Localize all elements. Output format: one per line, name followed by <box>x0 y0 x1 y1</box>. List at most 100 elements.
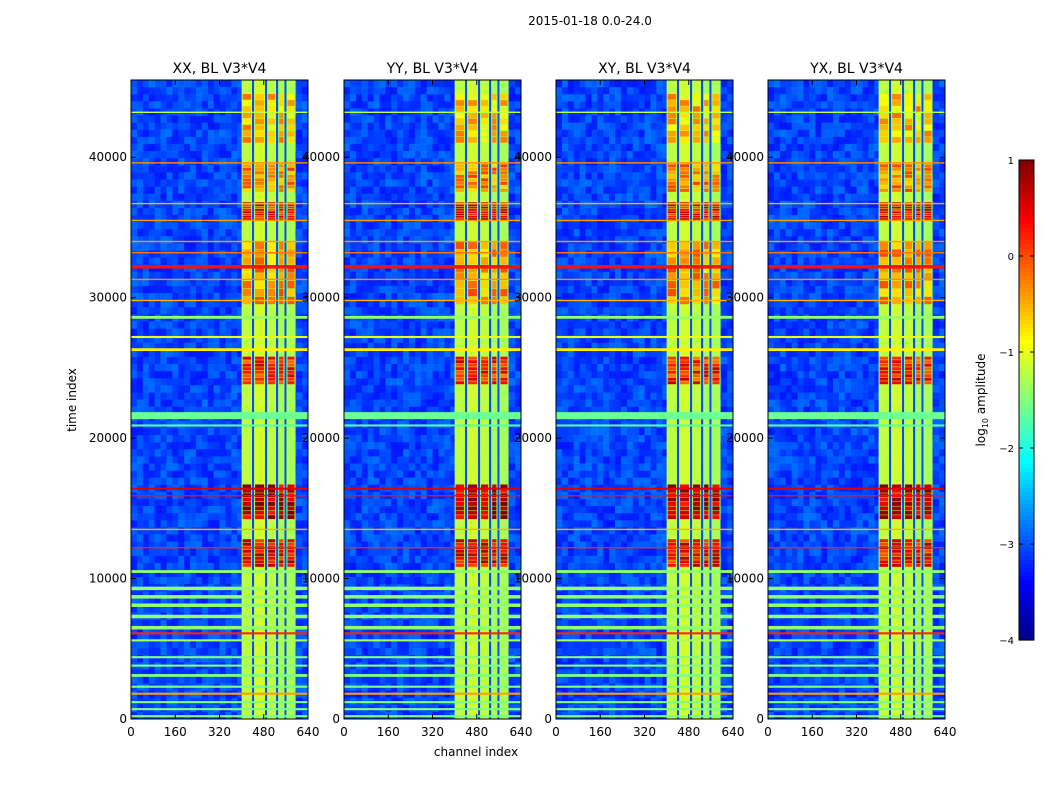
noise-cell <box>444 285 451 294</box>
hot-cell <box>255 178 265 182</box>
noise-cell <box>237 335 244 344</box>
noise-cell <box>373 477 380 486</box>
noise-cell <box>142 136 150 145</box>
noise-cell <box>201 598 209 606</box>
noise-cell <box>237 101 244 109</box>
noise-cell <box>373 293 380 301</box>
noise-cell <box>426 435 433 443</box>
noise-cell <box>225 285 232 294</box>
noise-cell <box>361 151 369 159</box>
noise-cell <box>184 186 191 195</box>
noise-cell <box>408 101 416 109</box>
noise-cell <box>154 463 161 471</box>
noise-cell <box>438 427 445 436</box>
noise-cell <box>391 179 398 187</box>
noise-cell <box>160 555 167 564</box>
noise-cell <box>397 328 404 337</box>
noise-cell <box>414 143 422 152</box>
noise-cell <box>225 676 232 684</box>
noise-cell <box>414 243 422 251</box>
hot-cell <box>279 560 284 564</box>
noise-cell <box>361 534 369 542</box>
noise-cell <box>136 541 144 550</box>
noise-cell <box>201 463 209 471</box>
noise-cell <box>207 271 215 280</box>
noise-cell <box>391 477 398 486</box>
noise-cell <box>237 250 244 258</box>
noise-cell <box>131 555 138 564</box>
noise-cell <box>207 328 215 337</box>
noise-cell <box>361 115 369 124</box>
noise-cell <box>142 214 150 223</box>
y-tick-label: 30000 <box>89 291 127 305</box>
noise-cell <box>225 342 232 351</box>
noise-cell <box>148 151 156 159</box>
hot-cell <box>268 257 276 265</box>
noise-cell <box>444 257 451 266</box>
noise-cell <box>172 293 179 301</box>
noise-cell <box>432 250 439 258</box>
noise-cell <box>148 179 156 187</box>
noise-cell <box>379 300 386 308</box>
noise-cell <box>231 250 238 258</box>
noise-cell <box>195 598 203 606</box>
noise-cell <box>420 520 428 528</box>
hot-cell <box>287 106 295 112</box>
noise-cell <box>420 136 428 145</box>
flagged-row <box>131 664 308 667</box>
noise-cell <box>142 655 150 663</box>
noise-cell <box>296 300 303 308</box>
noise-cell <box>195 129 203 138</box>
noise-cell <box>414 87 422 95</box>
noise-cell <box>302 94 308 102</box>
noise-cell <box>237 349 244 358</box>
noise-cell <box>444 498 451 507</box>
noise-cell <box>373 449 380 457</box>
noise-cell <box>172 222 179 230</box>
noise-cell <box>444 520 451 528</box>
hot-cell <box>268 374 276 378</box>
noise-cell <box>403 115 410 124</box>
noise-cell <box>296 271 303 280</box>
noise-cell <box>154 449 161 457</box>
noise-cell <box>184 151 191 159</box>
noise-cell <box>361 371 369 379</box>
noise-cell <box>344 527 351 535</box>
noise-cell <box>379 143 386 152</box>
noise-cell <box>219 669 226 677</box>
hot-cell <box>242 363 252 367</box>
noise-cell <box>213 87 220 95</box>
noise-cell <box>225 278 232 287</box>
noise-cell <box>397 449 404 457</box>
hot-cell <box>279 553 284 557</box>
noise-cell <box>207 378 215 386</box>
noise-cell <box>403 165 410 173</box>
noise-cell <box>408 243 416 251</box>
noise-cell <box>426 158 433 166</box>
noise-cell <box>408 129 416 138</box>
flagged-row <box>131 487 308 490</box>
noise-cell <box>355 527 363 535</box>
noise-cell <box>444 80 451 88</box>
noise-cell <box>160 619 167 628</box>
noise-cell <box>432 80 439 88</box>
noise-cell <box>397 371 404 379</box>
noise-cell <box>509 307 516 315</box>
noise-cell <box>426 406 433 415</box>
noise-cell <box>184 427 191 436</box>
noise-cell <box>379 456 386 464</box>
noise-cell <box>349 151 357 159</box>
noise-cell <box>302 364 308 372</box>
noise-cell <box>397 222 404 230</box>
noise-cell <box>373 129 380 138</box>
noise-cell <box>136 307 144 315</box>
noise-cell <box>172 534 179 542</box>
noise-cell <box>190 186 197 195</box>
noise-cell <box>131 435 138 443</box>
noise-cell <box>237 342 244 351</box>
noise-cell <box>296 399 303 408</box>
noise-cell <box>184 406 191 415</box>
hot-cell <box>279 556 284 560</box>
noise-cell <box>219 285 226 294</box>
noise-cell <box>213 498 220 507</box>
